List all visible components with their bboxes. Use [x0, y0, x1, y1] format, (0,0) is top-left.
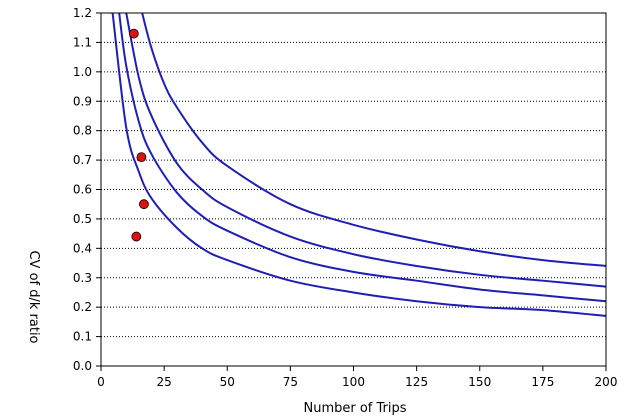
x-tick-label: 100 — [342, 375, 365, 389]
data-point-marker-2 — [139, 199, 149, 210]
x-axis-title: Number of Trips — [303, 401, 406, 416]
y-tick-label: 1.2 — [73, 6, 92, 20]
data-point-marker-1 — [131, 231, 142, 242]
data-point-marker-4 — [128, 28, 139, 39]
gridlines — [101, 41, 606, 338]
y-tick-label: 0.0 — [73, 359, 92, 373]
x-tick-label: 150 — [468, 375, 491, 389]
y-tick-label: 0.1 — [73, 330, 92, 344]
series-lines — [111, 12, 607, 317]
x-tick-label: 75 — [283, 375, 298, 389]
y-tick-label: 0.7 — [73, 153, 92, 167]
y-tick-label: 0.5 — [73, 212, 92, 226]
x-tick-label: 200 — [595, 375, 618, 389]
axes: 0.0 0.1 0.2 0.3 0.4 0.5 0.6 0.7 0.8 0.9 1.0 1.1 1.2 0… — [73, 6, 618, 389]
y-tick-label: 0.6 — [73, 183, 92, 197]
data-markers — [128, 28, 149, 242]
y-tick-label: 1.0 — [73, 65, 92, 79]
y-tick-label: 0.9 — [73, 94, 92, 108]
x-tick-label: 50 — [220, 375, 235, 389]
y-tick-label: 0.3 — [73, 271, 92, 285]
series-line-2 — [118, 12, 607, 303]
x-tick-label: 125 — [405, 375, 428, 389]
y-tick-label: 0.8 — [73, 124, 92, 138]
x-tick-label: 25 — [156, 375, 171, 389]
x-tick-label: 175 — [531, 375, 554, 389]
series-line-3 — [125, 12, 607, 288]
y-tick-label: 0.2 — [73, 300, 92, 314]
data-point-marker-3 — [136, 152, 147, 163]
series-line-4 — [141, 12, 607, 267]
y-axis-title: CV of d/k ratio — [26, 250, 41, 343]
series-line-1 — [111, 12, 607, 317]
y-tick-label: 0.4 — [73, 241, 92, 255]
y-tick-label: 1.1 — [73, 35, 92, 49]
x-tick-label: 0 — [97, 375, 105, 389]
